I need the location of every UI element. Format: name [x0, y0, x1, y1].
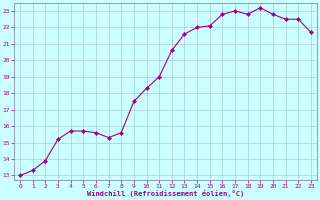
X-axis label: Windchill (Refroidissement éolien,°C): Windchill (Refroidissement éolien,°C): [87, 190, 244, 197]
